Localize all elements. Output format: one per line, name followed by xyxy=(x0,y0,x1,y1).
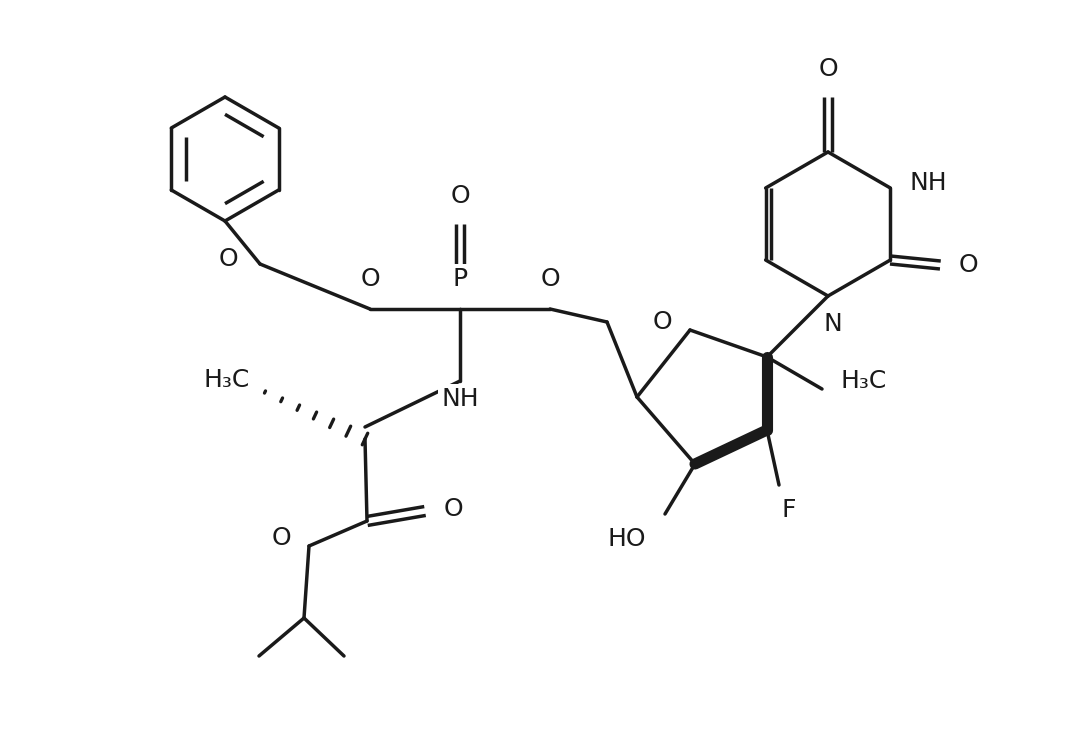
Text: H₃C: H₃C xyxy=(204,368,251,392)
Text: O: O xyxy=(443,497,463,521)
Text: O: O xyxy=(959,253,978,277)
Text: O: O xyxy=(218,247,238,271)
Text: O: O xyxy=(450,184,470,208)
Text: P: P xyxy=(453,267,468,291)
Text: O: O xyxy=(361,267,380,291)
Text: O: O xyxy=(819,57,838,81)
Text: O: O xyxy=(271,526,291,550)
Text: HO: HO xyxy=(608,527,646,551)
Text: H₃C: H₃C xyxy=(841,369,887,393)
Text: NH: NH xyxy=(442,387,478,411)
Text: F: F xyxy=(782,498,796,522)
Text: NH: NH xyxy=(909,171,947,195)
Text: N: N xyxy=(824,312,842,336)
Text: O: O xyxy=(652,310,672,334)
Text: O: O xyxy=(540,267,559,291)
